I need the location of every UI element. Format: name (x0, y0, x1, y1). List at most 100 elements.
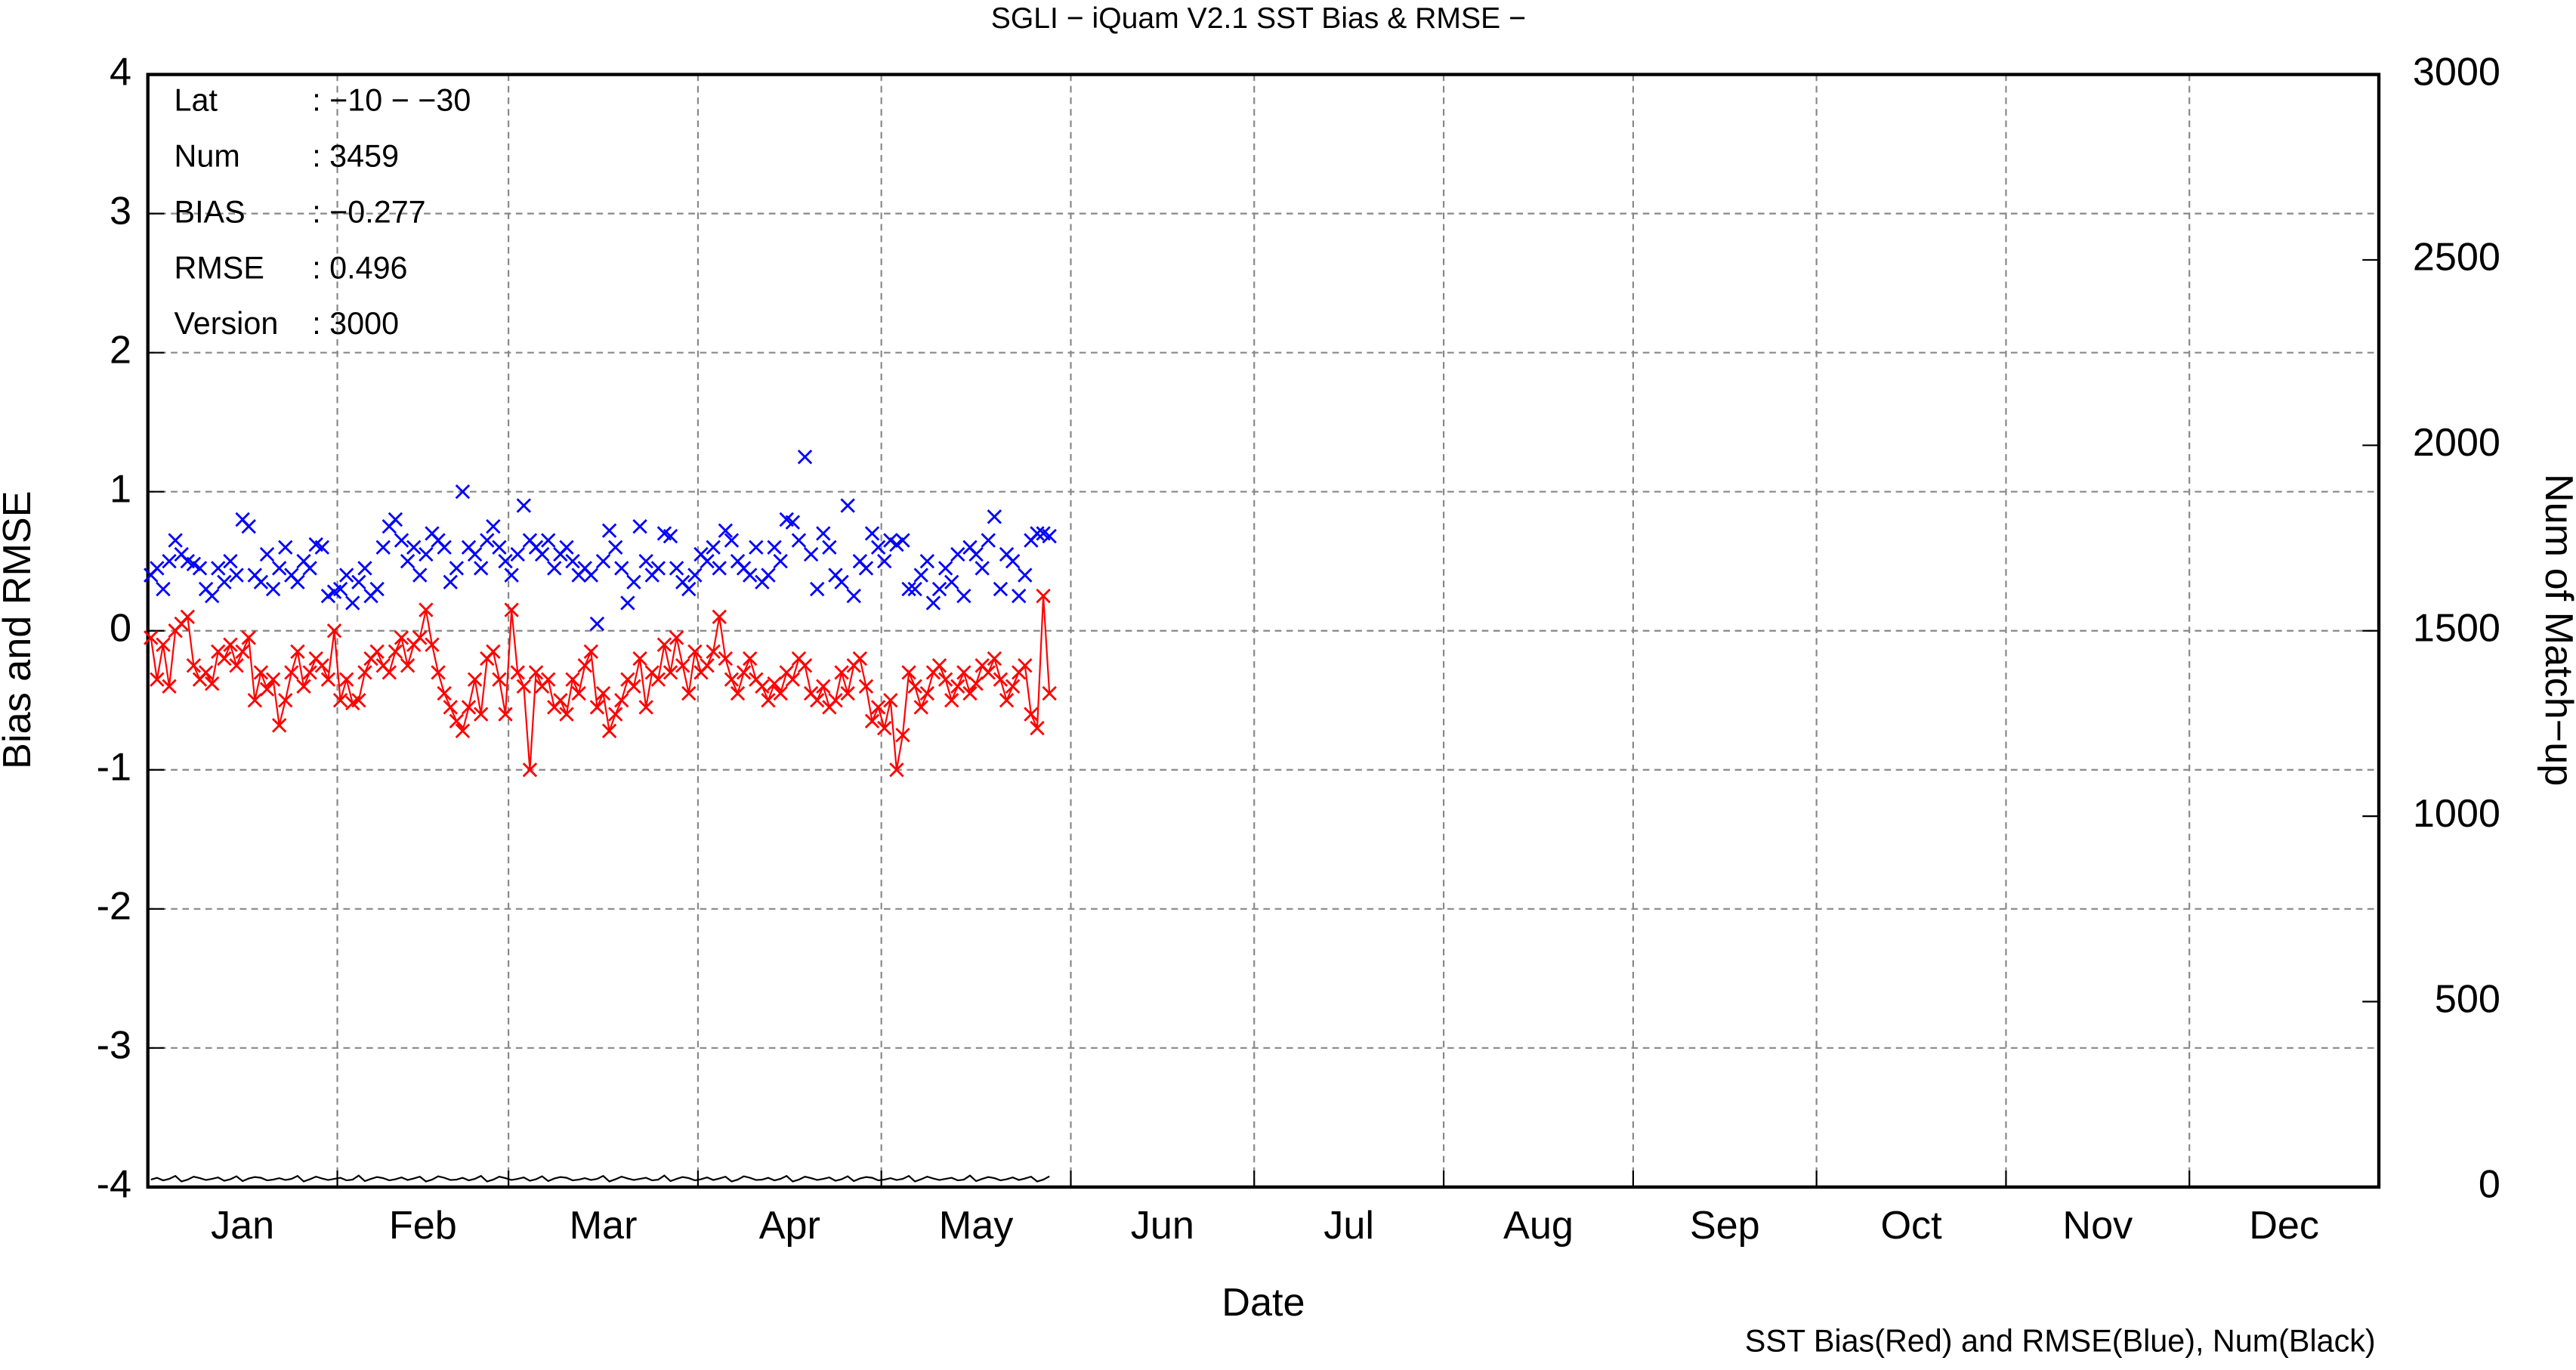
point-marker (498, 554, 513, 569)
point-marker (455, 484, 471, 499)
point-marker (369, 644, 385, 660)
point-marker (541, 533, 556, 548)
series-line (150, 1174, 1050, 1183)
stat-value: : 3000 (312, 306, 399, 341)
point-marker (687, 644, 703, 660)
point-marker (736, 665, 752, 680)
x-tick-label: Sep (1690, 1204, 1760, 1248)
stat-label: Lat (175, 82, 218, 117)
stat-value: : −0.277 (312, 194, 425, 229)
point-marker (925, 595, 941, 611)
point-marker (278, 693, 293, 708)
x-tick-label: May (939, 1204, 1014, 1248)
x-tick-label: Jun (1131, 1204, 1194, 1248)
point-marker (259, 546, 275, 562)
point-marker (443, 700, 458, 715)
point-marker (791, 533, 807, 548)
point-marker (687, 567, 703, 583)
point-marker (950, 679, 965, 694)
point-marker (320, 589, 336, 604)
point-marker (706, 540, 721, 555)
point-marker (595, 554, 611, 569)
point-marker (265, 581, 281, 597)
point-marker (486, 644, 501, 660)
point-marker (156, 581, 171, 597)
x-axis-label: Date (1222, 1281, 1305, 1325)
point-marker (840, 498, 855, 513)
x-tick-label: Aug (1503, 1204, 1574, 1248)
point-marker (474, 707, 489, 722)
point-marker (516, 679, 532, 694)
point-marker (589, 700, 605, 715)
point-marker (993, 581, 1008, 597)
y2-tick-label: 0 (2479, 1163, 2500, 1207)
point-marker (253, 574, 269, 590)
point-marker (614, 693, 629, 708)
point-marker (785, 515, 801, 530)
point-marker (338, 567, 354, 583)
point-marker (981, 533, 996, 548)
point-marker (144, 630, 159, 645)
point-marker (332, 693, 348, 708)
point-marker (675, 658, 690, 673)
point-marker (223, 554, 238, 569)
point-marker (700, 554, 715, 569)
point-marker (265, 672, 281, 687)
point-marker (663, 528, 678, 544)
point-marker (467, 546, 483, 562)
point-marker (767, 676, 782, 691)
point-marker (150, 672, 165, 687)
point-marker (883, 693, 898, 708)
point-marker (357, 665, 372, 680)
y-tick-label: -2 (97, 885, 131, 929)
point-marker (870, 540, 886, 555)
point-marker (375, 540, 391, 555)
point-marker (937, 561, 953, 576)
point-marker (449, 713, 465, 729)
point-marker (1036, 589, 1051, 604)
point-marker (1012, 589, 1027, 604)
point-marker (993, 672, 1008, 687)
point-marker (498, 707, 513, 722)
point-marker (314, 540, 330, 555)
point-marker (437, 685, 452, 701)
point-marker (357, 561, 372, 576)
point-marker (981, 665, 996, 680)
point-marker (467, 672, 483, 687)
point-marker (877, 720, 892, 736)
point-marker (852, 651, 868, 666)
point-marker (877, 554, 892, 569)
point-marker (278, 540, 293, 555)
point-marker (492, 540, 507, 555)
point-marker (369, 581, 385, 597)
point-marker (162, 679, 177, 694)
point-marker (718, 523, 734, 538)
point-marker (919, 685, 935, 701)
point-marker (944, 574, 959, 590)
point-marker (565, 672, 580, 687)
point-marker (595, 685, 611, 701)
point-marker (394, 533, 409, 548)
point-marker (743, 651, 758, 666)
point-marker (461, 700, 477, 715)
point-marker (235, 644, 250, 660)
y2-axis-label: Num of Match−up (2537, 474, 2576, 786)
point-marker (559, 707, 574, 722)
point-marker (724, 672, 740, 687)
y2-tick-label: 2500 (2413, 236, 2500, 280)
stat-value: : −10 − −30 (312, 82, 471, 117)
point-marker (901, 581, 916, 597)
point-marker (773, 685, 788, 701)
point-marker (486, 519, 501, 534)
point-marker (565, 554, 580, 569)
point-marker (504, 602, 519, 617)
point-marker (816, 526, 831, 541)
point-marker (388, 512, 403, 527)
point-marker (504, 567, 519, 583)
point-marker (351, 574, 366, 590)
point-marker (284, 665, 299, 680)
point-marker (553, 693, 568, 708)
point-marker (186, 556, 202, 572)
point-marker (931, 581, 947, 597)
